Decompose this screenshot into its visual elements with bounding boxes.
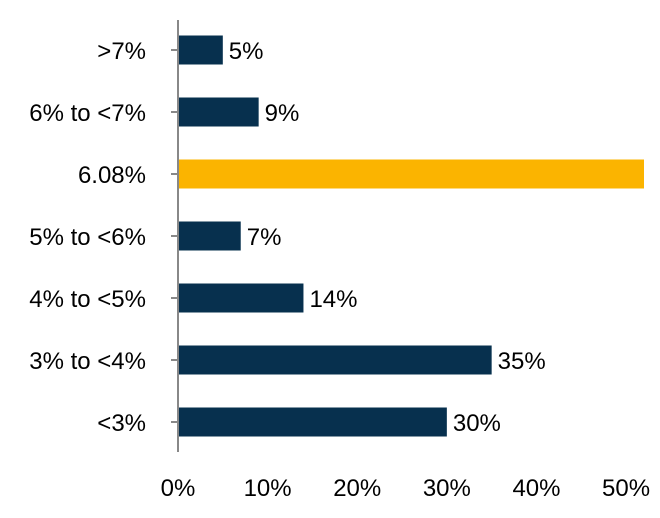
bar (178, 97, 259, 127)
category-label: 5% to <6% (29, 224, 146, 251)
bar (178, 35, 223, 65)
x-tick-label: 30% (423, 475, 471, 502)
bar (178, 407, 447, 437)
data-label: 9% (265, 100, 300, 127)
y-axis: >7% 6% to <7% 6.08% 5% to <6% 4% to <5% 3% to… (29, 20, 179, 452)
bar (178, 345, 492, 375)
data-label: 35% (498, 348, 546, 375)
x-tick-label: 0% (161, 475, 196, 502)
data-label: 7% (247, 224, 282, 251)
category-label: <3% (97, 410, 146, 437)
x-tick-label: 40% (512, 475, 560, 502)
x-tick-label: 20% (333, 475, 381, 502)
bar (178, 283, 304, 313)
data-label: 5% (229, 38, 264, 65)
x-tick-label: 50% (602, 475, 650, 502)
category-label: 6% to <7% (29, 100, 146, 127)
category-label: 4% to <5% (29, 286, 146, 313)
category-label: 3% to <4% (29, 348, 146, 375)
bars-group: 5% 9% 7% 14% 35% 30% (178, 35, 644, 437)
data-label: 14% (309, 286, 357, 313)
x-tick-label: 10% (244, 475, 292, 502)
data-label: 30% (453, 410, 501, 437)
x-axis: 0% 10% 20% 30% 40% 50% (161, 475, 650, 502)
bar (178, 221, 241, 251)
category-label: 6.08% (78, 162, 146, 189)
bar (178, 159, 644, 189)
category-label: >7% (97, 38, 146, 65)
